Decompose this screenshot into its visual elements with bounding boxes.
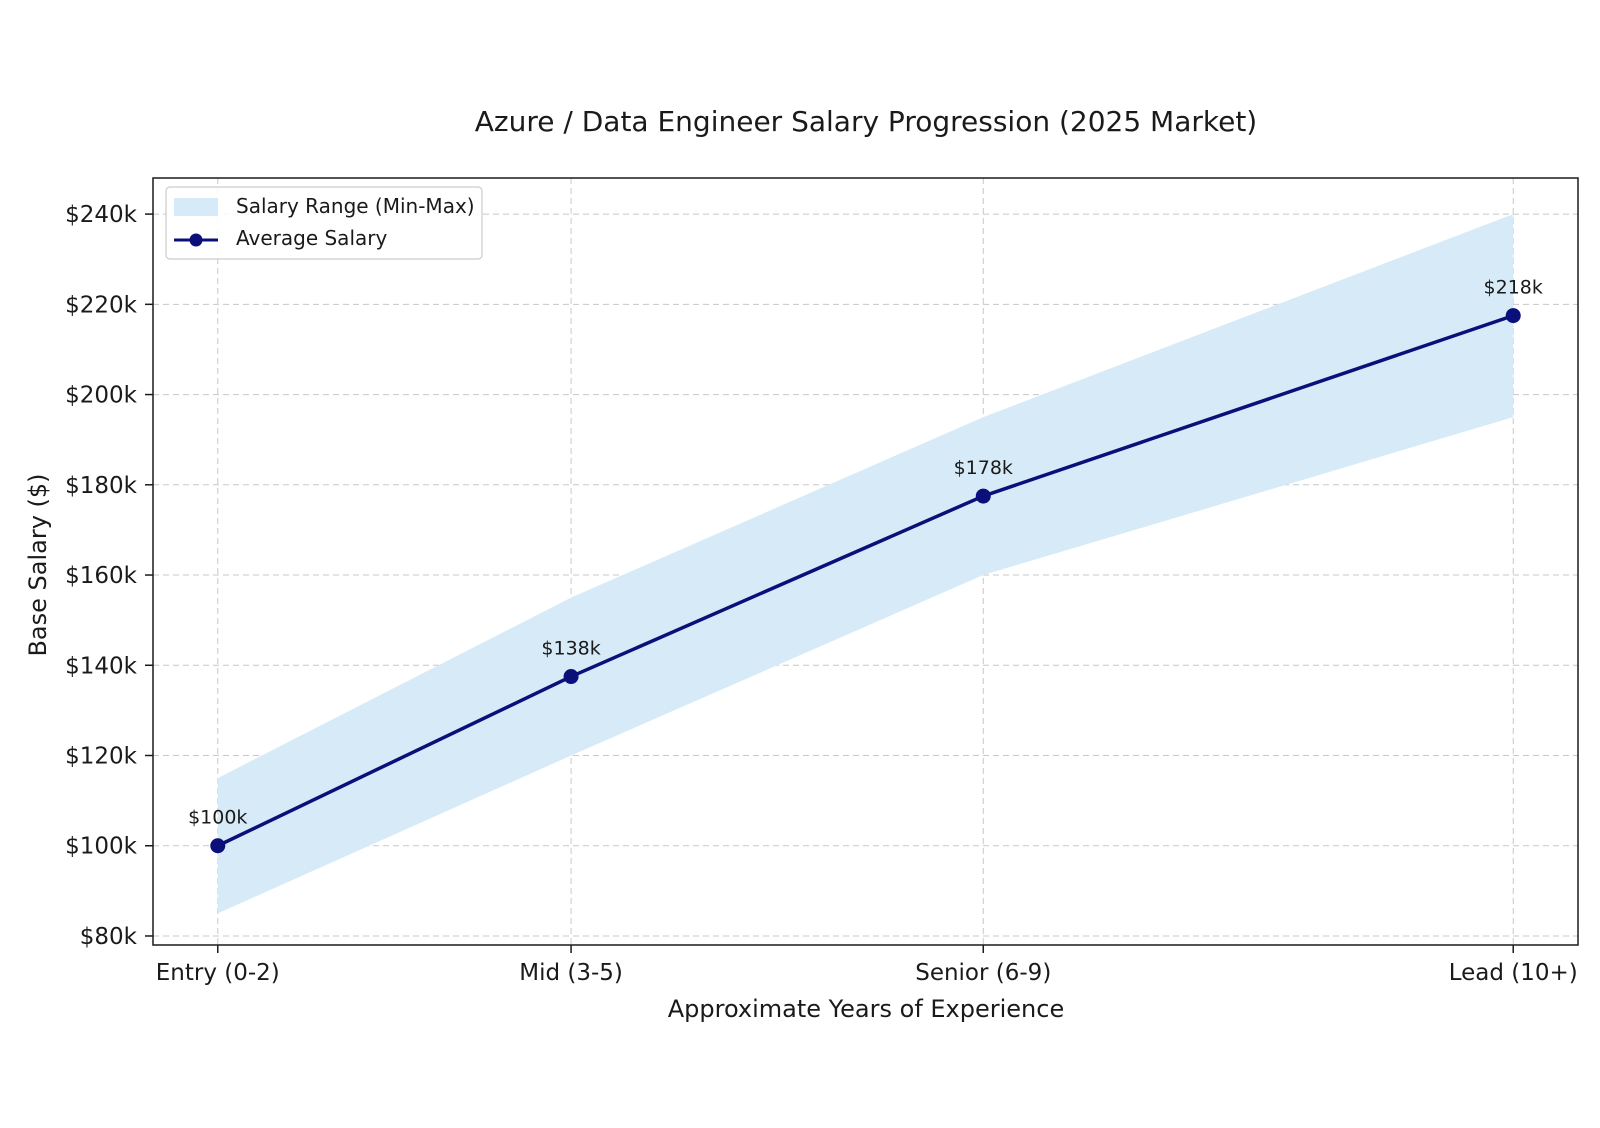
y-tick-label-5: $180k <box>65 473 138 499</box>
legend: Salary Range (Min-Max) Average Salary <box>165 186 483 260</box>
average-line-layer <box>217 313 1514 848</box>
x-tick-label-2: Senior (6-9) <box>915 960 1051 986</box>
y-axis-label: Base Salary ($) <box>24 473 52 656</box>
y-axis-ticks: $80k $100k $120k $140k $160k $180k $200k $220k $… <box>65 202 153 950</box>
legend-label-average: Average Salary <box>236 226 387 250</box>
y-tick-label-7: $220k <box>65 292 138 318</box>
x-axis-ticks: Entry (0-2) Mid (3-5) Senior (6-9) Lead (10… <box>156 945 1578 986</box>
y-tick-label-1: $100k <box>65 834 138 860</box>
data-label-0: $100k <box>188 807 247 829</box>
chart-title: Azure / Data Engineer Salary Progression… <box>475 105 1257 138</box>
x-tick-label-3: Lead (10+) <box>1449 960 1578 986</box>
average-points-layer <box>210 308 1521 854</box>
average-salary-line <box>217 313 1514 848</box>
salary-range-band <box>217 214 1514 914</box>
legend-label-range: Salary Range (Min-Max) <box>236 194 475 218</box>
average-salary-point-2 <box>975 488 991 504</box>
y-tick-label-2: $120k <box>65 744 138 770</box>
data-label-2: $178k <box>954 457 1013 479</box>
y-tick-label-0: $80k <box>80 924 138 950</box>
average-salary-point-3 <box>1505 308 1521 324</box>
y-tick-label-4: $160k <box>65 563 138 589</box>
plot-frame <box>152 177 1579 946</box>
x-tick-label-1: Mid (3-5) <box>519 960 623 986</box>
data-label-1: $138k <box>541 638 600 660</box>
x-axis-label: Approximate Years of Experience <box>668 995 1064 1023</box>
legend-swatch-average-marker <box>189 233 203 247</box>
data-labels-layer: $100k $138k $178k $218k <box>188 277 1543 829</box>
data-label-3: $218k <box>1484 277 1543 299</box>
y-tick-label-6: $200k <box>65 383 138 409</box>
average-salary-point-0 <box>210 838 226 854</box>
y-tick-label-3: $140k <box>65 653 138 679</box>
y-tick-label-8: $240k <box>65 202 138 228</box>
legend-box <box>165 186 483 260</box>
legend-swatch-range <box>174 198 218 216</box>
x-tick-label-0: Entry (0-2) <box>156 960 280 986</box>
average-salary-point-1 <box>563 669 579 685</box>
